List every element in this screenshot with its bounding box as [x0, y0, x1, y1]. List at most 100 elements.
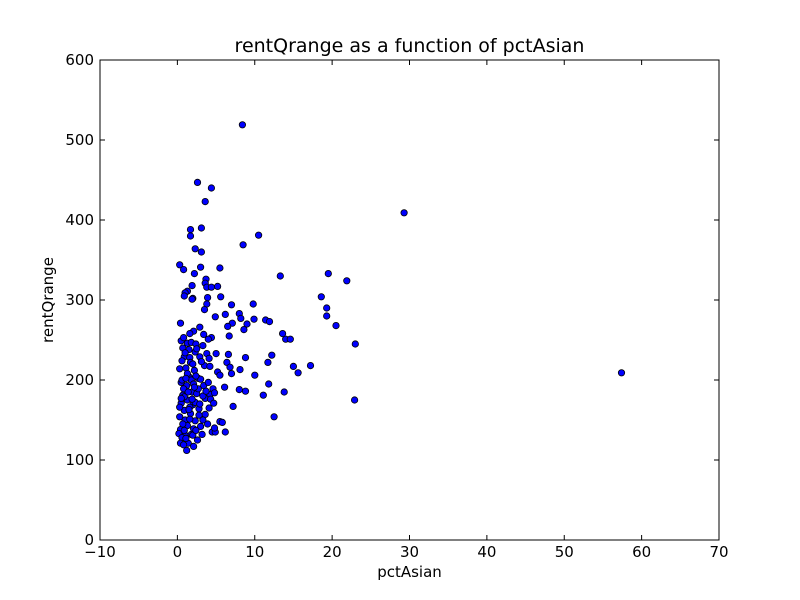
data-point — [186, 415, 194, 423]
data-point — [204, 378, 212, 386]
data-point — [198, 430, 206, 438]
y-tick-label: 600 — [65, 51, 94, 69]
y-tick-label: 200 — [65, 371, 94, 389]
data-point — [193, 436, 202, 444]
y-tick-label: 400 — [65, 211, 94, 229]
data-point — [224, 350, 232, 358]
data-point — [289, 362, 297, 370]
data-point — [199, 341, 207, 350]
data-point — [186, 232, 195, 240]
data-point — [180, 441, 188, 449]
data-point — [184, 388, 192, 396]
data-point — [235, 385, 243, 394]
data-point — [183, 446, 191, 454]
data-point — [197, 248, 205, 256]
y-tick-label: 100 — [65, 451, 94, 469]
data-point — [207, 184, 215, 192]
data-point — [332, 321, 340, 330]
data-point — [249, 300, 257, 308]
data-point — [195, 411, 203, 419]
data-point — [400, 209, 408, 217]
data-point — [243, 320, 251, 328]
data-point — [214, 282, 222, 290]
data-point — [202, 387, 210, 395]
data-point — [189, 360, 197, 368]
data-point — [204, 293, 212, 302]
data-point — [306, 361, 315, 370]
x-tick-label: 40 — [477, 543, 496, 561]
data-point — [218, 418, 226, 426]
data-point — [182, 374, 190, 382]
data-point — [201, 198, 209, 206]
y-tick-label: 0 — [84, 531, 94, 549]
x-tick-label: −10 — [84, 543, 116, 561]
data-point — [250, 315, 258, 323]
data-point — [270, 413, 278, 421]
data-point — [193, 178, 202, 186]
data-point — [264, 358, 272, 366]
x-tick-label: 50 — [555, 543, 574, 561]
data-point — [229, 402, 237, 410]
data-point — [176, 319, 185, 327]
data-point — [236, 365, 244, 374]
data-point — [197, 263, 205, 271]
data-point — [255, 231, 263, 239]
data-point — [190, 269, 198, 278]
data-point — [181, 349, 189, 357]
data-point — [323, 304, 331, 312]
data-point — [192, 372, 200, 380]
y-tick-label: 500 — [65, 131, 94, 149]
data-point — [176, 365, 184, 373]
data-point — [324, 269, 332, 278]
data-point — [221, 428, 229, 436]
data-point — [200, 305, 209, 314]
x-tick-label: 70 — [709, 543, 728, 561]
data-point — [276, 272, 284, 280]
data-point — [239, 241, 247, 249]
data-point — [206, 362, 214, 370]
data-point — [265, 317, 274, 326]
data-point — [317, 293, 325, 301]
data-point — [240, 325, 248, 334]
data-point — [225, 332, 233, 340]
data-point — [191, 245, 199, 253]
data-point — [199, 416, 207, 424]
data-point — [280, 388, 288, 396]
data-point — [178, 357, 186, 365]
data-point — [197, 422, 205, 430]
x-tick-label: 0 — [173, 543, 183, 561]
data-point — [200, 330, 208, 338]
data-point — [323, 312, 331, 320]
x-tick-label: 20 — [323, 543, 342, 561]
y-tick-label: 300 — [65, 291, 94, 309]
data-point — [210, 424, 219, 432]
data-point — [197, 224, 205, 232]
data-point — [188, 295, 196, 303]
data-point — [211, 313, 219, 321]
data-point — [210, 389, 219, 397]
data-point — [227, 301, 236, 309]
data-point — [177, 394, 185, 402]
data-point — [351, 340, 359, 348]
data-point — [227, 369, 236, 378]
data-point — [278, 329, 287, 338]
data-point — [205, 404, 213, 412]
x-tick-label: 60 — [632, 543, 651, 561]
data-point — [192, 426, 200, 434]
data-point — [350, 396, 359, 404]
data-point — [343, 277, 351, 285]
data-point — [190, 383, 198, 391]
x-tick-label: 10 — [245, 543, 264, 561]
data-point — [216, 371, 224, 379]
data-point — [216, 264, 224, 272]
data-point — [286, 335, 294, 343]
data-point — [205, 354, 213, 362]
data-point — [180, 333, 188, 342]
y-axis-label: rentQrange — [39, 257, 57, 343]
data-point — [238, 121, 246, 129]
data-point — [204, 420, 212, 428]
data-point — [193, 345, 201, 353]
